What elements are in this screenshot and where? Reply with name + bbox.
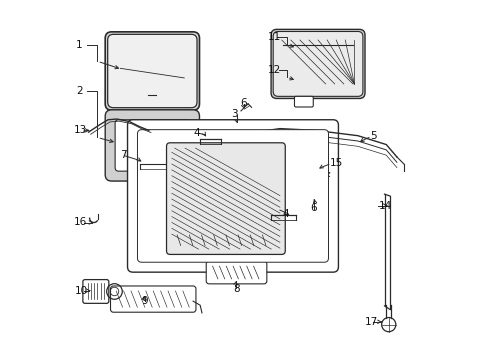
- FancyBboxPatch shape: [110, 286, 196, 312]
- Text: 1: 1: [76, 40, 82, 50]
- Text: 4: 4: [282, 209, 289, 219]
- FancyBboxPatch shape: [82, 280, 109, 303]
- Text: 2: 2: [76, 86, 82, 96]
- FancyBboxPatch shape: [166, 143, 285, 255]
- Text: 10: 10: [74, 285, 87, 296]
- Text: 14: 14: [378, 201, 392, 211]
- FancyBboxPatch shape: [107, 34, 197, 108]
- FancyBboxPatch shape: [294, 96, 313, 107]
- Text: 6: 6: [240, 98, 246, 108]
- Text: 7: 7: [120, 150, 126, 160]
- Text: 3: 3: [231, 109, 238, 120]
- FancyBboxPatch shape: [273, 31, 362, 96]
- Text: 15: 15: [329, 158, 343, 168]
- Text: 4: 4: [193, 128, 199, 138]
- Text: 5: 5: [369, 131, 376, 141]
- FancyBboxPatch shape: [115, 120, 189, 171]
- FancyBboxPatch shape: [105, 32, 199, 110]
- Text: 8: 8: [232, 284, 239, 294]
- Text: 17: 17: [364, 317, 378, 327]
- FancyBboxPatch shape: [270, 30, 364, 99]
- Text: 13: 13: [74, 125, 87, 135]
- FancyBboxPatch shape: [137, 130, 328, 262]
- Text: 9: 9: [141, 296, 147, 306]
- Text: 11: 11: [267, 32, 280, 42]
- FancyBboxPatch shape: [127, 120, 338, 272]
- Text: 12: 12: [267, 65, 280, 75]
- Text: 6: 6: [310, 203, 316, 213]
- FancyBboxPatch shape: [206, 261, 266, 284]
- Text: 16: 16: [74, 217, 87, 227]
- FancyBboxPatch shape: [105, 110, 199, 181]
